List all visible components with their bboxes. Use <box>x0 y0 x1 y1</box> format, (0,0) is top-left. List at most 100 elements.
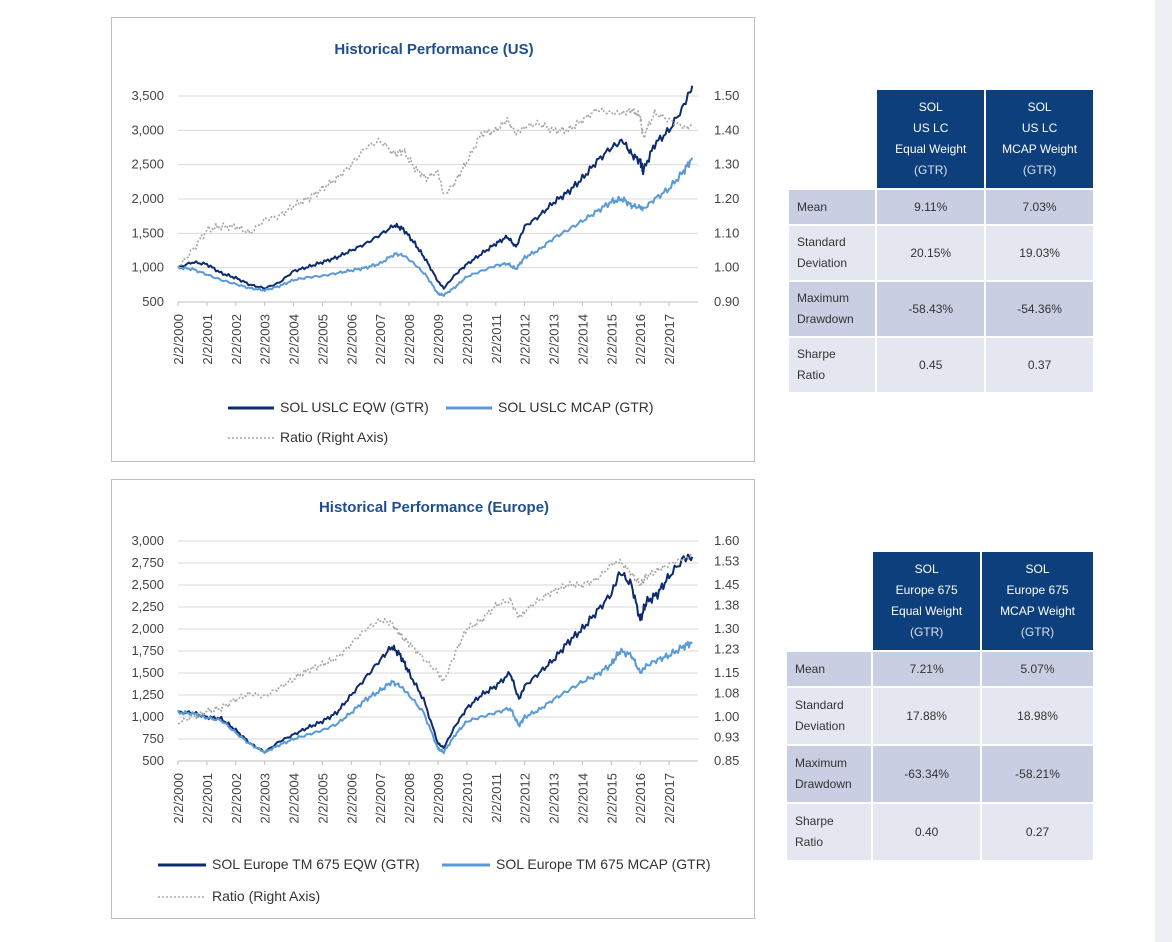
us-y-left-tick: 2,000 <box>131 191 164 206</box>
eu-x-tick: 2/2/2001 <box>200 773 215 824</box>
eu-drawdown-eqw: -63.34% <box>873 746 981 802</box>
us-y-right-tick: 1.20 <box>714 191 739 206</box>
eu-header-eqw-line1: SOL <box>914 562 939 576</box>
eu-x-tick: 2/2/2012 <box>518 773 533 824</box>
europe-performance-chart: Historical Performance (Europe) 3,000 2,75… <box>111 479 755 919</box>
eu-y-left-tick: 750 <box>142 731 164 746</box>
us-sharpe-eqw: 0.45 <box>877 338 985 392</box>
eu-std-label-line1: Standard <box>795 698 844 712</box>
eu-row-std: Standard Deviation 17.88% 18.98% <box>787 688 1093 744</box>
us-legend-label-0: SOL USLC EQW (GTR) <box>280 399 429 415</box>
eu-y-right-tick: 1.53 <box>714 554 739 569</box>
us-x-tick: 2/2/2001 <box>200 314 215 365</box>
europe-stats-table: SOL Europe 675 Equal Weight (GTR) SOL Eu… <box>785 550 1095 862</box>
us-y-left-tick: 2,500 <box>131 157 164 172</box>
us-row-std-label: Standard Deviation <box>789 226 876 280</box>
eu-y-left-tick: 2,500 <box>131 577 164 592</box>
us-x-tick: 2/2/2014 <box>575 314 590 365</box>
us-row-mean: Mean 9.11% 7.03% <box>789 190 1093 224</box>
eu-x-tick: 2/2/2010 <box>460 773 475 824</box>
eu-y-left-tick: 3,000 <box>131 533 164 548</box>
eu-x-tick: 2/2/2004 <box>287 773 302 824</box>
eu-legend-label-2: Ratio (Right Axis) <box>212 888 320 904</box>
eu-mean-label-text: Mean <box>795 661 826 676</box>
us-mean-mcap: 7.03% <box>986 190 1093 224</box>
eu-header-eqw-line2: Europe 675 <box>895 583 958 597</box>
eu-x-tick: 2/2/2008 <box>402 773 417 824</box>
eu-row-std-label: Standard Deviation <box>787 688 872 744</box>
eu-drawdown-label-line1: Maximum <box>795 756 848 770</box>
eu-y-left-tick: 1,750 <box>131 643 164 658</box>
us-performance-chart: Historical Performance (US) 3,500 3,000 2,5… <box>111 17 755 462</box>
eu-y-left-tick: 1,500 <box>131 665 164 680</box>
us-row-std: Standard Deviation 20.15% 19.03% <box>789 226 1093 280</box>
us-drawdown-label-line2: Drawdown <box>797 312 854 326</box>
us-std-label-line1: Standard <box>797 235 846 249</box>
eu-y-left-tick: 1,000 <box>131 709 164 724</box>
us-x-tick: 2/2/2007 <box>373 314 388 365</box>
eu-x-tick: 2/2/2003 <box>258 773 273 824</box>
us-x-tick: 2/2/2013 <box>547 314 562 365</box>
us-header-eqw-line1: SOL <box>918 100 943 114</box>
eu-series-line-1 <box>177 641 693 755</box>
us-y-right-tick: 0.90 <box>714 294 739 309</box>
us-y-left-tick: 1,000 <box>131 260 164 275</box>
eu-mean-mcap: 5.07% <box>982 652 1093 686</box>
eu-x-tick: 2/2/2017 <box>662 773 677 824</box>
eu-header-eqw-line3: Equal Weight <box>891 604 963 618</box>
eu-std-eqw: 17.88% <box>873 688 981 744</box>
eu-drawdown-mcap: -58.21% <box>982 746 1093 802</box>
us-x-tick: 2/2/2008 <box>402 314 417 365</box>
europe-chart-svg: Historical Performance (Europe) 3,000 2,75… <box>131 499 739 904</box>
eu-legend-label-1: SOL Europe TM 675 MCAP (GTR) <box>496 856 710 872</box>
eu-y-right-tick: 0.85 <box>714 753 739 768</box>
us-drawdown-label-line1: Maximum <box>797 291 850 305</box>
us-legend-label-1: SOL USLC MCAP (GTR) <box>498 399 654 415</box>
eu-y-left-tick: 2,750 <box>131 555 164 570</box>
us-x-tick: 2/2/2016 <box>633 314 648 365</box>
us-series-line-0 <box>177 85 694 290</box>
eu-x-tick: 2/2/2016 <box>633 773 648 824</box>
eu-x-tick: 2/2/2005 <box>315 773 330 824</box>
us-series-line-2 <box>177 107 693 270</box>
eu-series-line-0 <box>177 553 694 754</box>
us-sharpe-label-line1: Sharpe <box>797 347 836 361</box>
eu-y-right-tick: 1.23 <box>714 642 739 657</box>
eu-table-corner <box>787 552 871 650</box>
eu-x-tick: 2/2/2006 <box>344 773 359 824</box>
eu-row-mean-label: Mean <box>787 652 872 686</box>
us-header-eqw-line4: (GTR) <box>914 163 948 177</box>
eu-legend-label-0: SOL Europe TM 675 EQW (GTR) <box>212 856 420 872</box>
eu-chart-title: Historical Performance (Europe) <box>319 499 549 516</box>
eu-header-mcap-line4: (GTR) <box>1020 625 1055 639</box>
eu-sharpe-eqw: 0.40 <box>873 804 981 860</box>
us-x-tick: 2/2/2009 <box>431 314 446 365</box>
eu-sharpe-label-line2: Ratio <box>795 835 824 849</box>
eu-row-drawdown: Maximum Drawdown -63.34% -58.21% <box>787 746 1093 802</box>
us-std-eqw: 20.15% <box>877 226 985 280</box>
us-row-mean-label: Mean <box>789 190 876 224</box>
us-chart-svg: Historical Performance (US) 3,500 3,000 2,5… <box>131 41 739 445</box>
us-header-eqw-line2: US LC <box>913 121 949 135</box>
eu-sharpe-mcap: 0.27 <box>982 804 1093 860</box>
eu-drawdown-label-line2: Drawdown <box>795 777 852 791</box>
us-x-tick: 2/2/2012 <box>518 314 533 365</box>
us-header-eqw-line3: Equal Weight <box>895 142 967 156</box>
us-series-line-1 <box>177 157 694 297</box>
us-header-mcap-line3: MCAP Weight <box>1002 142 1078 156</box>
us-y-right-tick: 1.50 <box>714 88 739 103</box>
eu-header-eqw-line4: (GTR) <box>909 625 944 639</box>
eu-header-mcap-weight: SOL Europe 675 MCAP Weight (GTR) <box>982 552 1093 650</box>
us-header-equal-weight: SOL US LC Equal Weight (GTR) <box>877 90 985 188</box>
eu-y-right-tick: 0.93 <box>714 730 739 745</box>
eu-header-equal-weight: SOL Europe 675 Equal Weight (GTR) <box>873 552 981 650</box>
us-x-tick: 2/2/2004 <box>287 314 302 365</box>
us-sharpe-label-line2: Ratio <box>797 368 826 382</box>
us-std-mcap: 19.03% <box>986 226 1093 280</box>
us-y-left-tick: 500 <box>142 294 164 309</box>
us-header-mcap-line4: (GTR) <box>1022 163 1057 177</box>
eu-y-right-tick: 1.08 <box>714 686 739 701</box>
us-mean-label-text: Mean <box>797 199 828 214</box>
us-row-sharpe: Sharpe Ratio 0.45 0.37 <box>789 338 1093 392</box>
